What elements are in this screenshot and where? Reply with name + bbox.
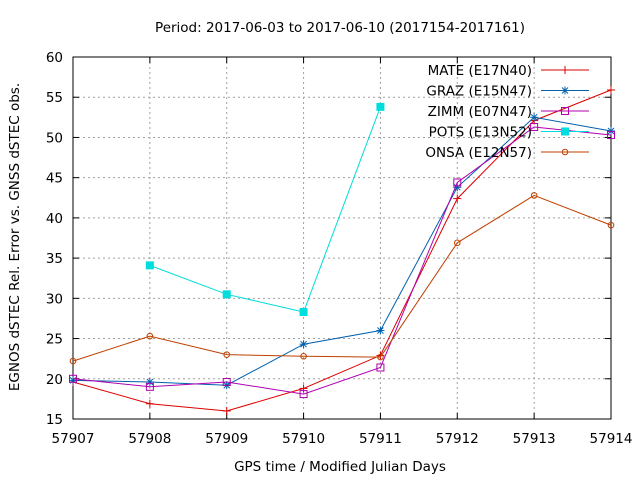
series-line-zimm [72, 126, 612, 395]
data-point-pots [222, 290, 231, 299]
legend-entry-graz: GRAZ (E15N47) [426, 84, 589, 100]
data-point-zimm [453, 178, 462, 187]
legend: MATE (E17N40) GRAZ (E15N47) ZIMM (E07N47) P… [425, 63, 589, 161]
data-point-zimm [607, 131, 615, 140]
legend-swatch-marker [561, 127, 569, 136]
legend-label: ONSA (E12N57) [425, 145, 532, 161]
data-point-mate [299, 384, 308, 393]
data-point-graz-d2 [607, 127, 615, 135]
data-point-mate [145, 399, 154, 408]
legend-swatch-marker [561, 107, 569, 115]
y-tick-label: 50 [46, 130, 63, 146]
y-tick-label: 40 [46, 211, 63, 227]
data-point-onsa [300, 352, 307, 360]
series-onsa [69, 192, 615, 365]
data-point-graz [69, 376, 77, 385]
legend-label: ZIMM (E07N47) [428, 104, 532, 120]
data-point-graz-d2 [453, 183, 461, 191]
x-tick-label: 57909 [205, 431, 248, 447]
data-point-zimm [222, 377, 231, 386]
legend-swatch-marker [561, 86, 569, 95]
data-point-graz-d2 [377, 327, 384, 334]
data-point-graz [145, 377, 154, 386]
series-line-pots [149, 106, 381, 313]
y-tick-label: 60 [46, 50, 63, 66]
chart-title: Period: 2017-06-03 to 2017-06-10 (201715… [155, 20, 525, 36]
series-line-mate [72, 89, 612, 412]
data-point-onsa [223, 351, 231, 358]
series-zimm [69, 122, 615, 399]
x-tick-label: 57910 [282, 431, 325, 447]
y-tick-label: 25 [46, 332, 63, 348]
data-point-zimm [145, 382, 154, 391]
legend-entry-mate: MATE (E17N40) [428, 63, 589, 79]
data-point-graz [453, 183, 462, 192]
y-tick-label: 35 [46, 251, 63, 267]
data-point-graz [299, 340, 308, 349]
data-point-zimm [376, 363, 385, 372]
data-point-onsa [607, 221, 615, 229]
data-point-zimm [299, 390, 308, 399]
data-point-onsa [69, 357, 77, 365]
data-point-onsa [453, 239, 461, 247]
y-tick-label: 45 [46, 171, 63, 187]
data-point-mate [453, 194, 462, 203]
y-axis-label: EGNOS dSTEC Rel. Error vs. GNSS dSTEC ob… [7, 83, 23, 391]
legend-swatch-marker-d2 [561, 87, 569, 94]
data-point-zimm [69, 374, 77, 383]
data-point-graz-d2 [300, 340, 307, 348]
data-point-pots [145, 261, 154, 270]
series-line-onsa [72, 194, 612, 362]
legend-label: POTS (E13N52) [429, 125, 532, 141]
x-tick-label: 57908 [128, 431, 171, 447]
legend-entry-pots: POTS (E13N52) [429, 125, 589, 141]
legend-swatch-marker [561, 148, 569, 156]
axes: 15 20 25 30 35 40 45 50 55 60 57907 57908 57909 57910… [46, 50, 633, 447]
data-point-mate [222, 406, 231, 415]
y-tick-label: 20 [46, 372, 63, 388]
x-tick-label: 57907 [52, 431, 95, 447]
x-tick-label: 57911 [359, 431, 402, 447]
y-tick-label: 30 [46, 291, 63, 307]
data-point-onsa [530, 192, 538, 199]
legend-label: MATE (E17N40) [428, 63, 532, 79]
data-point-pots [376, 102, 385, 111]
data-point-pots [299, 308, 308, 317]
data-point-onsa [377, 353, 384, 361]
data-point-graz-d2 [146, 378, 154, 386]
y-tick-label: 15 [46, 412, 63, 428]
legend-entry-onsa: ONSA (E12N57) [425, 145, 589, 161]
data-point-onsa [146, 332, 154, 340]
data-point-graz [530, 113, 539, 122]
y-tick-label: 55 [46, 90, 63, 106]
data-point-graz [607, 127, 615, 136]
series-pots [145, 102, 385, 317]
legend-entry-zimm: ZIMM (E07N47) [428, 104, 589, 120]
data-point-graz-d2 [530, 113, 538, 121]
x-axis-label: GPS time / Modified Julian Days [234, 459, 446, 475]
data-point-mate [607, 85, 615, 94]
x-tick-label: 57913 [513, 431, 556, 447]
legend-label: GRAZ (E15N47) [426, 84, 532, 100]
data-point-graz [376, 326, 385, 335]
series-graz [69, 113, 615, 390]
series-line-graz [72, 116, 612, 386]
legend-swatch-marker [561, 66, 569, 74]
series-layer [69, 85, 615, 415]
data-point-zimm [530, 122, 539, 131]
x-tick-label: 57912 [436, 431, 479, 447]
plot-border [72, 56, 612, 420]
x-tick-label: 57914 [590, 431, 633, 447]
